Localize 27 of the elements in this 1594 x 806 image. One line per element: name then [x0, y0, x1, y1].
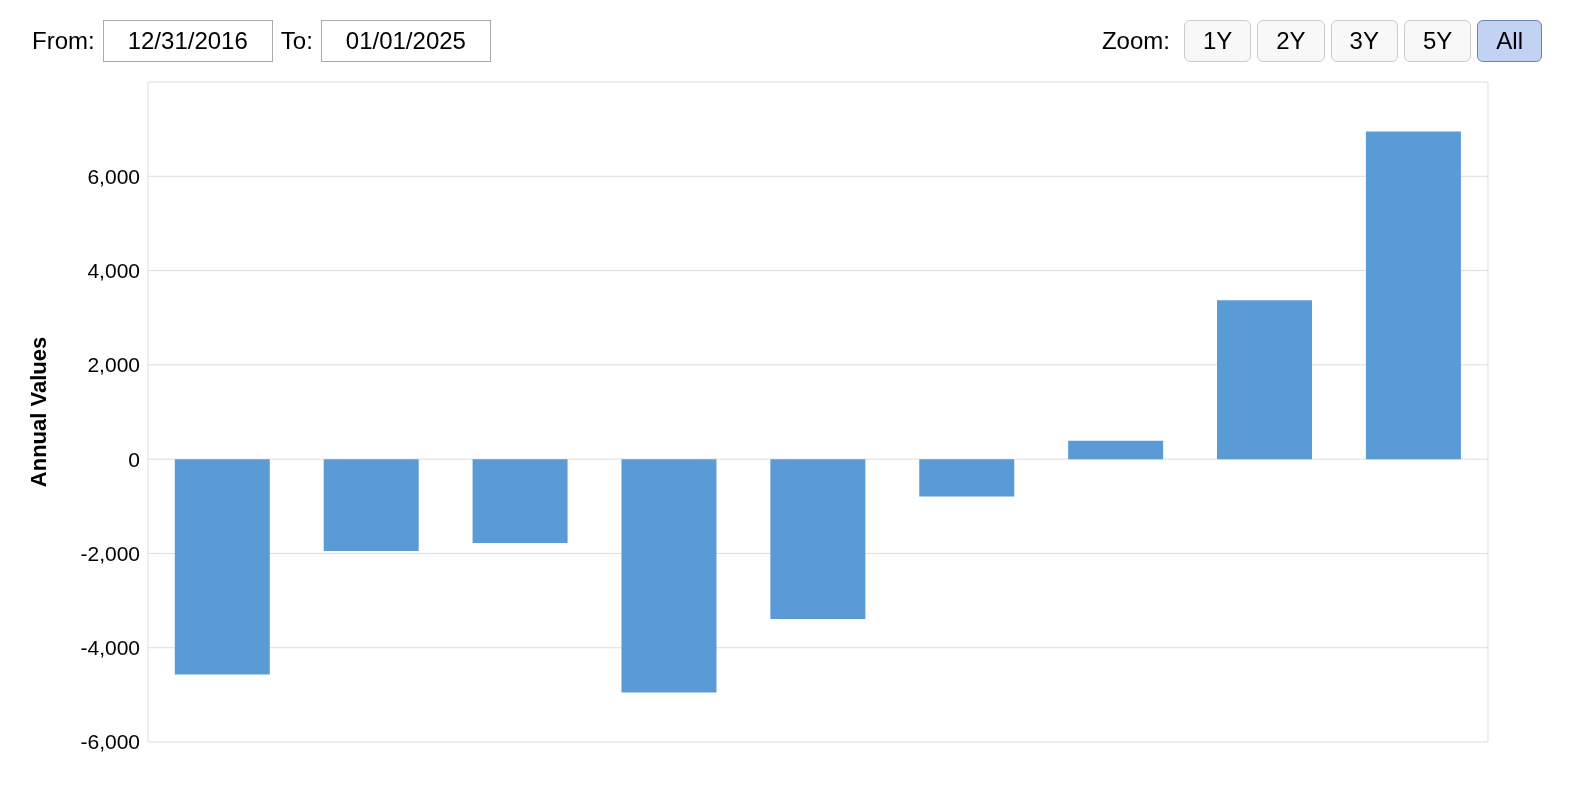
zoom-button: 2Y	[1257, 20, 1325, 62]
text: To:	[280, 27, 313, 55]
y-axis-title: Annual Values	[25, 336, 51, 488]
date-field: 12/31/2016	[102, 20, 273, 62]
y-tick-label: 0	[128, 447, 140, 471]
zoom-button: 3Y	[1330, 20, 1398, 62]
bar	[1217, 300, 1313, 460]
y-tick-label: -6,000	[80, 730, 140, 754]
date-field: 01/01/2025	[320, 20, 491, 62]
bar	[174, 459, 270, 675]
y-tick-label: -4,000	[80, 636, 140, 660]
bar	[1365, 131, 1461, 460]
bar	[1068, 440, 1164, 460]
text: From:	[32, 27, 95, 55]
bar	[770, 459, 866, 619]
bar	[472, 459, 568, 544]
zoom-button: 5Y	[1403, 20, 1472, 62]
bar	[919, 459, 1015, 497]
zoom-button: All	[1477, 20, 1542, 62]
y-tick-label: 4,000	[87, 259, 140, 283]
bar	[323, 459, 419, 552]
bar	[621, 459, 717, 693]
zoom-button: 1Y	[1183, 20, 1252, 62]
y-tick-label: -2,000	[80, 541, 140, 565]
y-tick-label: 2,000	[87, 353, 140, 377]
text: Zoom:	[1101, 27, 1170, 55]
y-tick-label: 6,000	[87, 164, 140, 188]
